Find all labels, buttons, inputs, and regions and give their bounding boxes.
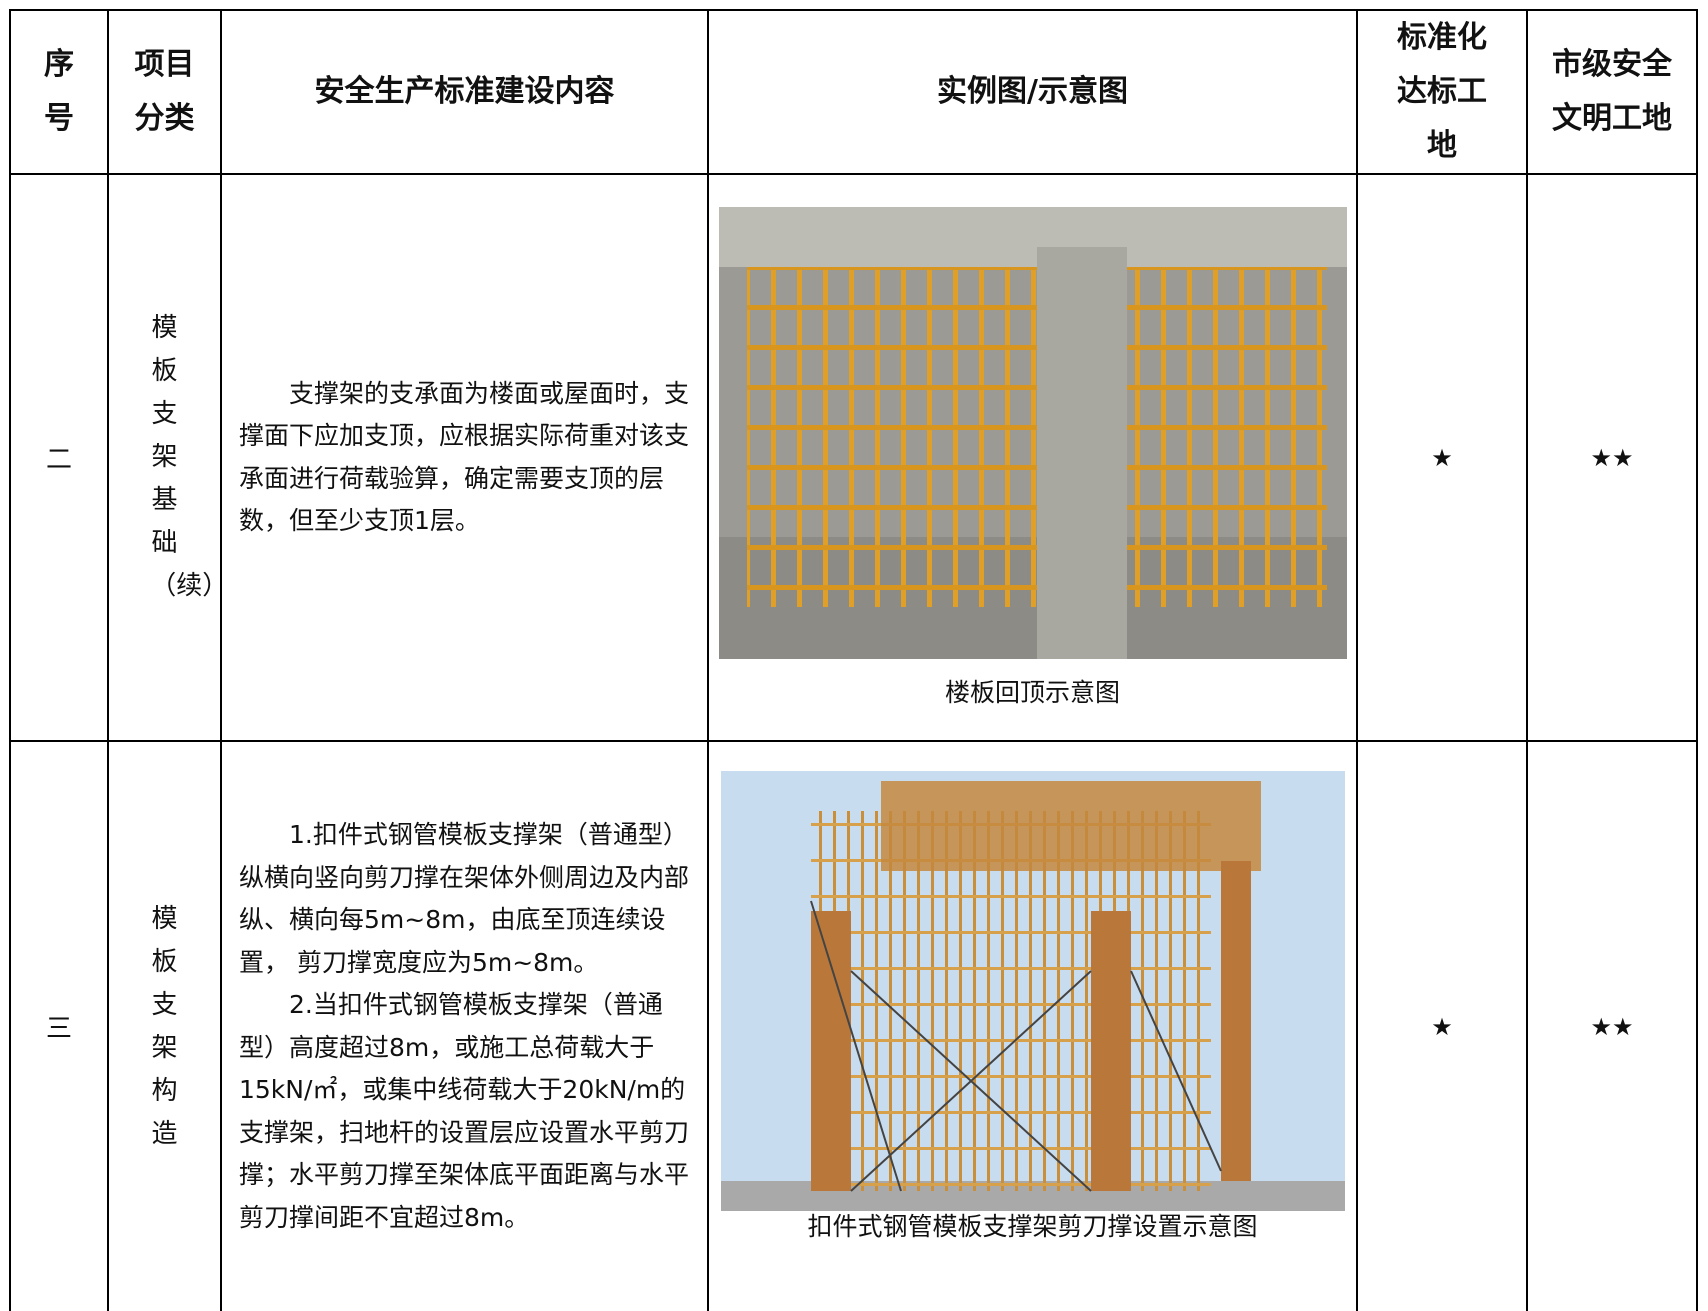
header-text: 市级安全文明工地 (1552, 47, 1672, 136)
standards-table: 序号 项目分类 安全生产标准建设内容 实例图/示意图 标准化达标工地 市级安全文… (9, 9, 1698, 1311)
header-cell: 项目分类 (107, 9, 222, 175)
content: 支撑架的支承面为楼面或屋面时，支撑面下应加支顶，应根据实际荷重对该支承面进行荷载… (220, 173, 709, 742)
caption: 扣件式钢管模板支撑架剪刀撑设置示意图 (807, 1212, 1258, 1241)
category: 模板支架构造 (151, 903, 178, 1149)
city-rating: ★★ (1526, 173, 1698, 742)
category-cell: 模板支架基础（续） (107, 173, 229, 742)
city-rating: ★★ (1526, 740, 1698, 1311)
page: 序号 项目分类 安全生产标准建设内容 实例图/示意图 标准化达标工地 市级安全文… (9, 9, 1698, 1311)
header-text: 实例图/示意图 (937, 74, 1128, 109)
category-cell: 模板支架构造 (107, 740, 222, 1311)
index: 三 (9, 740, 109, 1311)
paragraph: 支撑架的支承面为楼面或屋面时，支撑面下应加支顶，应根据实际荷重对该支承面进行荷载… (239, 378, 690, 536)
header-text: 安全生产标准建设内容 (314, 74, 615, 109)
header-cell: 市级安全文明工地 (1526, 9, 1698, 175)
paragraph: 1.扣件式钢管模板支撑架（普通型）纵横向竖向剪刀撑在架体外侧周边及内部纵、横向每… (239, 820, 690, 977)
paragraph: 2.当扣件式钢管模板支撑架（普通型）高度超过8m，或施工总荷载大于15kN/㎡，… (239, 990, 690, 1232)
standard-rating: ★ (1356, 740, 1528, 1311)
category: 模板支架基础（续） (150, 313, 229, 601)
figure-cell: 扣件式钢管模板支撑架剪刀撑设置示意图 (707, 740, 1358, 1311)
index: 二 (9, 173, 109, 742)
content: 1.扣件式钢管模板支撑架（普通型）纵横向竖向剪刀撑在架体外侧周边及内部纵、横向每… (220, 740, 709, 1311)
header-row: 序号 项目分类 安全生产标准建设内容 实例图/示意图 标准化达标工地 市级安全文… (9, 9, 1698, 175)
header-text: 序号 (44, 47, 74, 136)
standard-rating: ★ (1356, 173, 1528, 742)
header-text: 项目分类 (134, 47, 195, 136)
illustration (718, 206, 1347, 659)
row: 二 模板支架基础（续） 支撑架的支承面为楼面或屋面时，支撑面下应加支顶，应根据实… (9, 173, 1698, 742)
caption: 楼板回顶示意图 (944, 677, 1120, 707)
header-cell: 序号 (9, 9, 109, 175)
row: 三 模板支架构造 1.扣件式钢管模板支撑架（普通型）纵横向竖向剪刀撑在架体外侧周… (9, 740, 1698, 1311)
header-text: 标准化达标工地 (1397, 20, 1487, 163)
illustration (720, 771, 1345, 1211)
header-cell: 实例图/示意图 (707, 9, 1358, 175)
header-cell: 安全生产标准建设内容 (220, 9, 709, 175)
figure-cell: 楼板回顶示意图 (707, 173, 1358, 742)
header-cell: 标准化达标工地 (1356, 9, 1528, 175)
